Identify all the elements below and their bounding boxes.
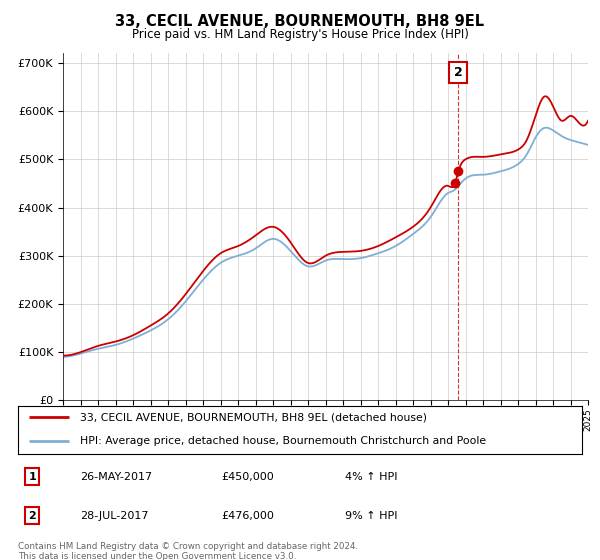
- Text: HPI: Average price, detached house, Bournemouth Christchurch and Poole: HPI: Average price, detached house, Bour…: [80, 436, 486, 446]
- Text: 9% ↑ HPI: 9% ↑ HPI: [345, 511, 398, 521]
- Text: 2: 2: [454, 66, 463, 79]
- Text: 2: 2: [28, 511, 36, 521]
- Text: £450,000: £450,000: [221, 472, 274, 482]
- Text: 26-MAY-2017: 26-MAY-2017: [80, 472, 152, 482]
- Text: 4% ↑ HPI: 4% ↑ HPI: [345, 472, 398, 482]
- Text: Contains HM Land Registry data © Crown copyright and database right 2024.
This d: Contains HM Land Registry data © Crown c…: [18, 542, 358, 560]
- Text: 33, CECIL AVENUE, BOURNEMOUTH, BH8 9EL: 33, CECIL AVENUE, BOURNEMOUTH, BH8 9EL: [115, 14, 485, 29]
- Text: Price paid vs. HM Land Registry's House Price Index (HPI): Price paid vs. HM Land Registry's House …: [131, 28, 469, 41]
- Text: 1: 1: [28, 472, 36, 482]
- Text: 28-JUL-2017: 28-JUL-2017: [80, 511, 149, 521]
- Text: £476,000: £476,000: [221, 511, 274, 521]
- Text: 33, CECIL AVENUE, BOURNEMOUTH, BH8 9EL (detached house): 33, CECIL AVENUE, BOURNEMOUTH, BH8 9EL (…: [80, 412, 427, 422]
